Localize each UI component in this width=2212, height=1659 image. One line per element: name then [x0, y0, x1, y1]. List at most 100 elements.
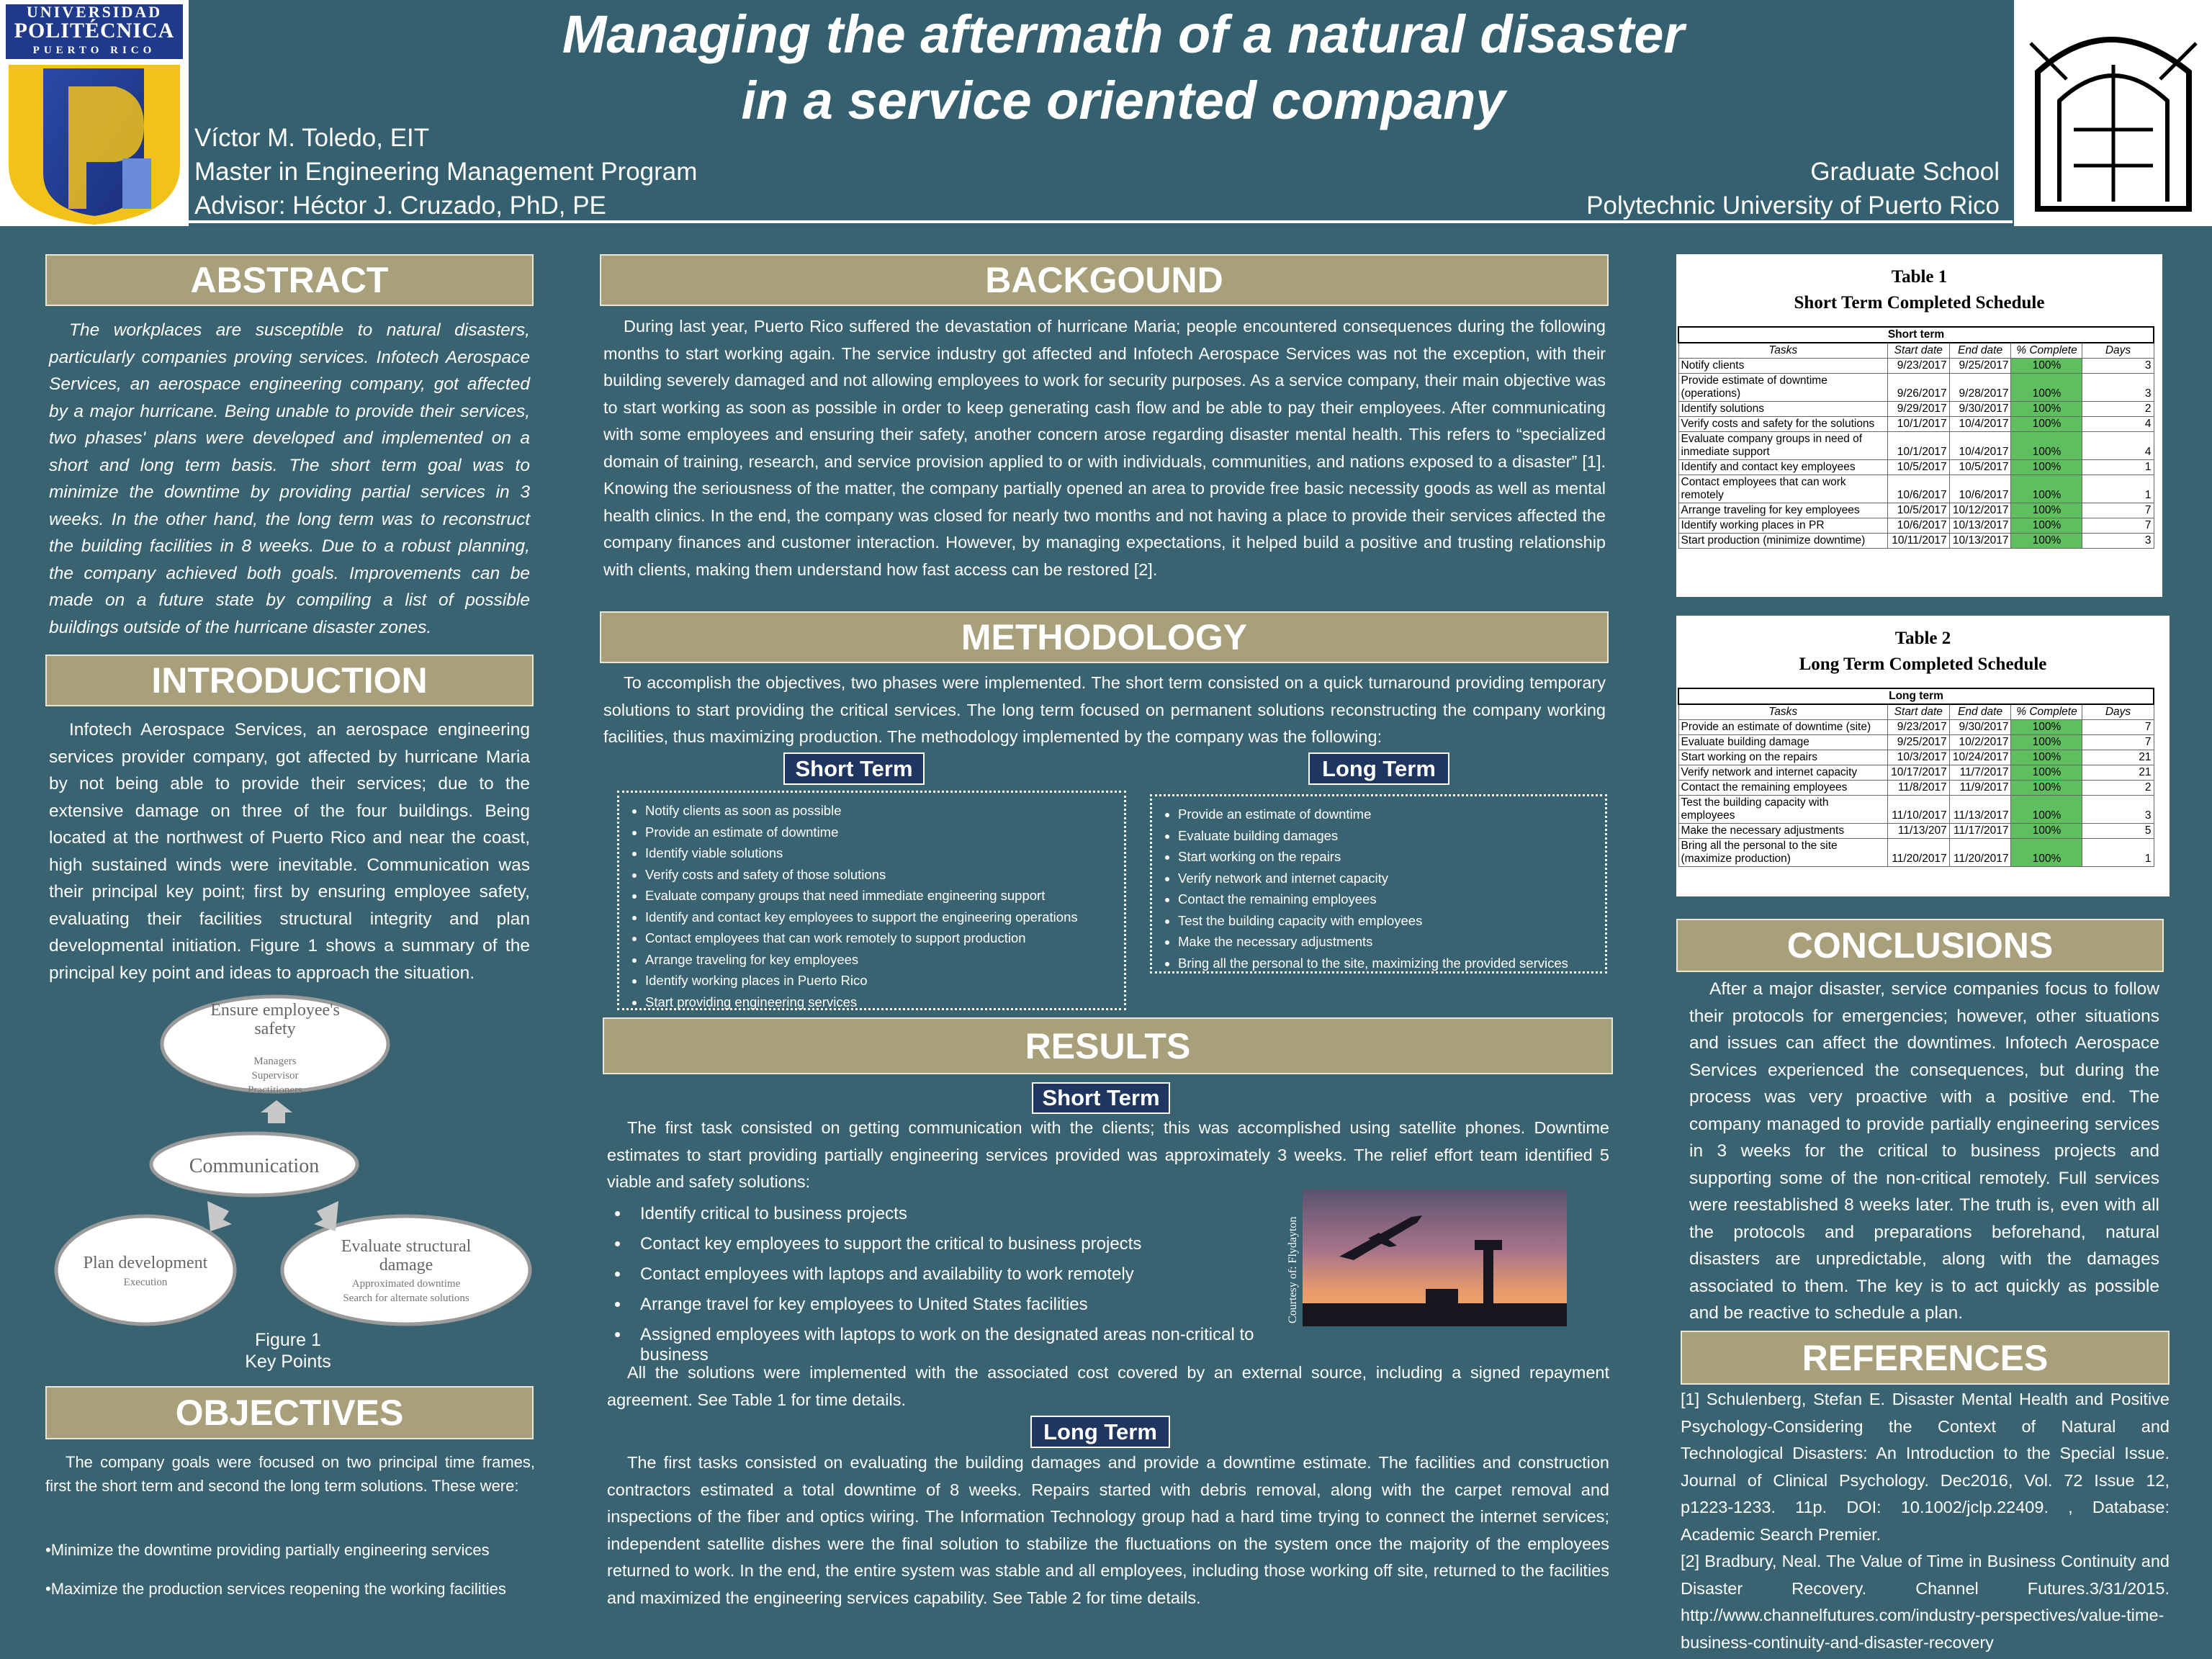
results-short-after: All the solutions were implemented with … [607, 1363, 1609, 1409]
title-line: in a service oriented company [741, 71, 1506, 130]
table-cell: 10/13/2017 [1948, 533, 2012, 549]
table-cell: 3 [2082, 373, 2154, 402]
table-cell: 10/6/2017 [1948, 475, 2012, 503]
list-item: Identify viable solutions [645, 842, 1124, 864]
table-row: Make the necessary adjustments 11/13/207 1… [1678, 823, 2154, 839]
table-row: Provide estimate of downtime (operations… [1678, 373, 2154, 402]
table-cell: 11/9/2017 [1948, 780, 2012, 796]
university-logo [0, 0, 189, 226]
table-cell: 3 [2082, 795, 2154, 824]
table-cell: 100% [2010, 416, 2083, 432]
table-cell: Evaluate company groups in need of inmed… [1678, 431, 1888, 460]
node-label: Evaluate structural [341, 1237, 472, 1256]
table-cell: 11/20/2017 [1887, 838, 1950, 867]
author-block: Víctor M. Toledo, EIT Master in Engineeri… [194, 121, 986, 222]
column-header: Start date [1887, 703, 1950, 720]
table-cell: 21 [2082, 750, 2154, 765]
node-label: Plan development [84, 1254, 208, 1272]
table-row: Verify network and internet capacity 10/1… [1678, 765, 2154, 781]
table-row: Contact employees that can work remotely… [1678, 475, 2154, 503]
table-cell: 10/2/2017 [1948, 734, 2012, 750]
table-row: Verify costs and safety for the solution… [1678, 416, 2154, 432]
table-caption: Table 1 Short Term Completed Schedule [1676, 254, 2162, 316]
list-item: Provide an estimate of downtime [645, 822, 1124, 843]
phase-label: Long Term [1308, 752, 1449, 785]
node-item: Supervisor [252, 1070, 299, 1082]
table-cell: 100% [2010, 750, 2083, 765]
table-cell: 2 [2082, 780, 2154, 796]
table-cell: 7 [2082, 518, 2154, 534]
table-cell: 100% [2010, 795, 2083, 824]
node-label: Ensure employee's [210, 1001, 340, 1020]
short-term-box: Notify clients as soon as possibleProvid… [617, 791, 1126, 1010]
section-heading: RESULTS [603, 1017, 1613, 1074]
section-heading: METHODOLOGY [600, 611, 1609, 663]
table-cell: 10/13/2017 [1948, 518, 2012, 534]
table-cell: 10/4/2017 [1948, 431, 2012, 460]
table-cell: Verify costs and safety for the solution… [1678, 416, 1888, 432]
table-caption: Table 2 Long Term Completed Schedule [1676, 616, 2170, 678]
table-cell: 9/25/2017 [1887, 734, 1950, 750]
conclusions-text: After a major disaster, service companie… [1689, 979, 2159, 1323]
table-cell: Start production (minimize downtime) [1678, 533, 1888, 549]
column-header: % Complete [2010, 703, 2083, 720]
caption-line: Table 1 [1891, 267, 1948, 287]
table-cell: 11/10/2017 [1887, 795, 1950, 824]
table-cell: 1 [2082, 459, 2154, 475]
list-item: Verify costs and safety of those solutio… [645, 864, 1124, 886]
logo-text: POLITÉCNICA [14, 19, 175, 42]
table-cell: 9/23/2017 [1887, 358, 1950, 374]
list-item: Test the building capacity with employee… [1178, 910, 1605, 932]
list-item: Start working on the repairs [1178, 846, 1605, 868]
table-cell: 100% [2010, 719, 2083, 735]
list-item: Notify clients as soon as possible [645, 800, 1124, 822]
results-short-text: The first task consisted on getting comm… [607, 1118, 1609, 1191]
caption-line: Key Points [245, 1352, 331, 1372]
figure-caption: Figure 1 Key Points [180, 1329, 396, 1372]
table-cell: 9/30/2017 [1948, 719, 2012, 735]
table-row: Evaluate company groups in need of inmed… [1678, 431, 2154, 460]
table-group-cell: Short term [1678, 326, 2154, 343]
table-row: Identify working places in PR 10/6/2017 10… [1678, 518, 2154, 534]
short-term-list: Notify clients as soon as possibleProvid… [619, 793, 1124, 1012]
node-item: Search for alternate solutions [343, 1292, 469, 1304]
table-cell: 7 [2082, 719, 2154, 735]
logo-text: PUERTO RICO [33, 45, 156, 56]
table-cell: 1 [2082, 475, 2154, 503]
table-row: Test the building capacity with employee… [1678, 795, 2154, 824]
phase-label: Short Term [1032, 1082, 1170, 1114]
table-cell: Evaluate building damage [1678, 734, 1888, 750]
table-cell: 4 [2082, 416, 2154, 432]
table-cell: 10/17/2017 [1887, 765, 1950, 781]
table-cell: Notify clients [1678, 358, 1888, 374]
table-cell: Verify network and internet capacity [1678, 765, 1888, 781]
table-cell: 10/4/2017 [1948, 416, 2012, 432]
table-cell: 100% [2010, 401, 2083, 417]
list-item: Verify network and internet capacity [1178, 868, 1605, 889]
table-cell: 100% [2010, 533, 2083, 549]
table-group-cell: Long term [1678, 688, 2154, 705]
institution-line: Graduate School [1810, 158, 2000, 186]
table-cell: 9/30/2017 [1948, 401, 2012, 417]
list-item: Maximize the production services reopeni… [45, 1580, 549, 1599]
list-item: Identify working places in Puerto Rico [645, 970, 1124, 992]
institution-block: Graduate School Polytechnic University of… [1440, 155, 2000, 222]
author-line: Master in Engineering Management Program [194, 158, 698, 186]
section-heading: INTRODUCTION [45, 655, 534, 706]
table-cell: 1 [2082, 838, 2154, 867]
list-item: Bring all the personal to the site, maxi… [1178, 953, 1605, 974]
table-cell: Test the building capacity with employee… [1678, 795, 1888, 824]
column-header: End date [1948, 342, 2012, 359]
table-cell: 100% [2010, 358, 2083, 374]
column-header: End date [1948, 703, 2012, 720]
author-line: Advisor: Héctor J. Cruzado, PhD, PE [194, 192, 606, 220]
table-cell: Bring all the personal to the site (maxi… [1678, 838, 1888, 867]
table-cell: Identify working places in PR [1678, 518, 1888, 534]
list-item: Minimize the downtime providing partiall… [45, 1541, 549, 1560]
table-cell: 100% [2010, 503, 2083, 518]
table-cell: 10/24/2017 [1948, 750, 2012, 765]
table-row: Start working on the repairs 10/3/2017 10/… [1678, 750, 2154, 765]
logo-text: UNIVERSIDAD [27, 3, 162, 21]
section-heading: OBJECTIVES [45, 1386, 534, 1439]
schedule-table-box: Table 1 Short Term Completed Schedule Shor… [1676, 254, 2162, 597]
